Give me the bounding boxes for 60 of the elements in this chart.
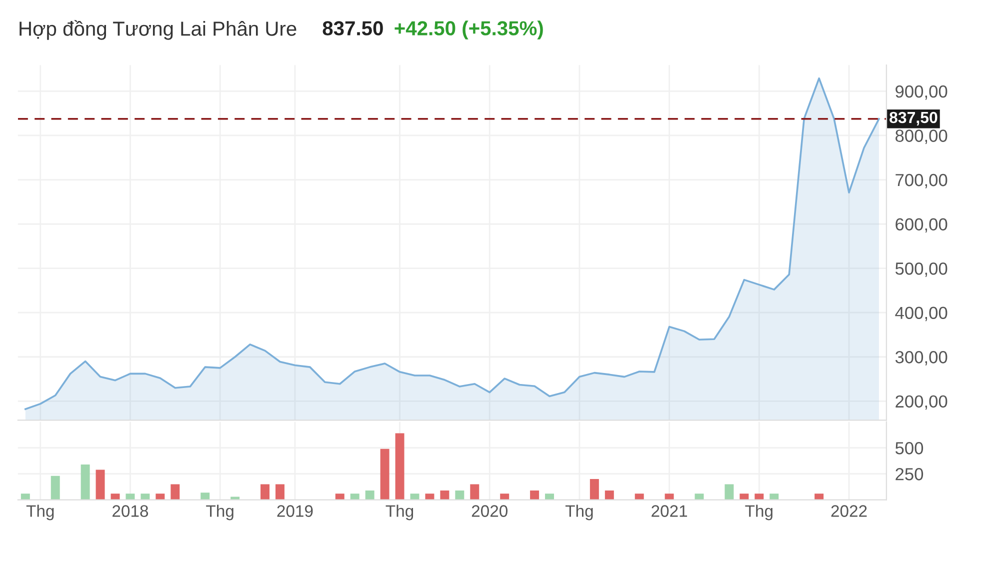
x-tick-label: Thg [565,504,593,520]
y-tick-label: 900,00 [896,85,948,100]
bar [110,494,120,500]
y-tick-label: 800,00 [896,130,948,144]
bar [545,494,554,500]
x-tick-label: Thg [386,504,414,520]
y-tick-label: 300,00 [895,351,948,366]
bar [380,448,390,500]
bar [754,494,764,500]
bar [156,494,165,500]
bar [634,494,644,500]
bar [455,490,464,500]
bar [724,484,734,500]
y-tick-label: 400,00 [895,306,948,322]
bar [365,490,374,500]
bar [200,492,210,500]
bar [770,494,779,500]
bar [410,494,420,500]
bar [230,496,240,500]
bar [590,479,599,500]
bar [140,494,150,500]
x-tick-label: Thg [745,504,772,520]
x-tick-label: Thg [206,504,234,520]
bar [260,484,270,500]
chart-subtitle: 837.50 [322,21,383,36]
x-tick-label: 2022 [831,505,867,517]
y-tick-label: 600,00 [896,218,948,233]
x-tick-label: 2020 [472,505,508,517]
bar [664,494,674,500]
bar [425,494,434,500]
bar [604,490,614,500]
bar [350,494,360,500]
bar [470,484,480,500]
y-tick-label: 700,00 [896,174,948,188]
bar [275,484,284,500]
y-tick-label: 200,00 [896,395,948,410]
bar [740,494,749,500]
chart-title: Hợp đồng Tương Lai Phân Ure [20,20,296,40]
bar [50,476,60,500]
x-tick-label: 2019 [277,505,313,517]
bar [80,464,90,500]
text: +42.50 (+5.35%) [394,20,543,40]
bar [694,494,704,500]
y-tick-label: 250 [896,468,924,480]
bar [500,494,510,500]
ref-line-label: 837,50 [890,112,938,126]
bar [814,494,824,500]
bar [96,470,105,500]
bar [170,484,180,500]
y-tick-label: 500,00 [895,262,948,277]
bar [530,490,540,500]
x-tick-label: Thg [26,504,54,520]
x-tick-label: 2021 [652,505,688,517]
x-tick-label: 2018 [112,505,148,517]
bar [126,494,135,500]
bar [335,494,344,500]
bar [395,433,404,500]
bar [20,494,30,500]
bar [440,490,450,500]
y-tick-label: 500 [895,442,924,454]
